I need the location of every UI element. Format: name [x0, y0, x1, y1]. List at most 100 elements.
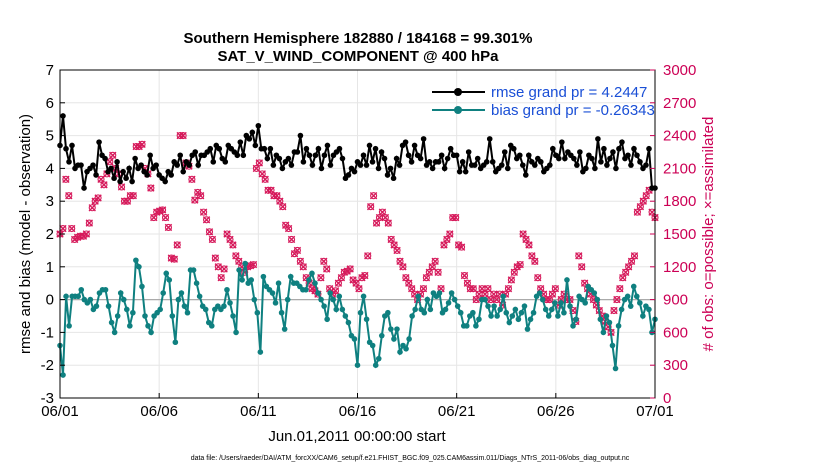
rmse-point	[375, 165, 382, 172]
obs-possible-marker	[616, 285, 624, 293]
bias-point	[184, 309, 191, 316]
bias-point	[142, 313, 148, 319]
rmse-point	[646, 145, 652, 152]
obs-marker	[578, 263, 586, 271]
bias-point	[582, 300, 588, 306]
obs-possible-marker	[317, 274, 325, 282]
obs-possible-marker	[323, 265, 331, 273]
obs-possible-marker	[331, 287, 340, 295]
rmse-point	[604, 162, 610, 168]
obs-assimilated-marker	[65, 192, 73, 200]
obs-possible-marker	[434, 268, 442, 276]
obs-possible-marker	[293, 246, 301, 254]
obs-marker	[129, 192, 137, 200]
obs-marker	[211, 254, 220, 262]
rmse-point	[598, 159, 604, 165]
rmse-point	[114, 159, 120, 165]
obs-possible-marker	[200, 208, 208, 216]
bias-point	[640, 313, 646, 319]
bias-point	[527, 316, 534, 323]
obs-possible-marker	[65, 192, 73, 200]
obs-possible-marker	[285, 224, 293, 233]
rmse-point	[180, 168, 187, 175]
obs-possible-marker	[249, 261, 257, 269]
obs-marker	[320, 257, 328, 266]
rmse-point	[559, 139, 565, 145]
obs-assimilated-marker	[100, 181, 108, 189]
obs-possible-marker	[118, 183, 126, 191]
obs-marker	[516, 260, 524, 269]
obs-possible-marker	[364, 252, 372, 260]
bias-point	[230, 313, 236, 319]
obs-possible-marker	[551, 285, 559, 293]
obs-marker	[366, 202, 375, 211]
bias-point	[391, 336, 397, 342]
rmse-point	[583, 165, 589, 172]
obs-marker	[88, 204, 96, 212]
bias-point	[548, 306, 555, 313]
bias-point	[536, 290, 543, 296]
bias-point	[606, 319, 613, 326]
obs-possible-marker	[203, 216, 211, 224]
bias-point	[403, 346, 409, 352]
obs-possible-marker	[173, 241, 181, 249]
bias-point	[251, 296, 258, 303]
rmse-point	[634, 152, 640, 159]
bias-point	[558, 300, 564, 306]
y-left-tick-label: 2	[46, 226, 54, 243]
obs-possible-marker	[100, 181, 108, 189]
bias-point	[248, 277, 255, 283]
bias-point	[509, 313, 516, 319]
obs-assimilated-marker	[504, 284, 513, 293]
obs-marker	[284, 224, 293, 233]
rmse-point	[489, 159, 496, 165]
obs-marker	[82, 230, 91, 238]
obs-possible-marker	[191, 196, 199, 204]
obs-possible-marker	[261, 175, 269, 183]
rmse-point	[303, 145, 310, 152]
bias-point	[87, 296, 94, 303]
bias-point	[175, 296, 182, 303]
bias-point	[160, 290, 167, 296]
rmse-point	[207, 145, 214, 152]
rmse-point	[516, 152, 523, 159]
rmse-point	[69, 142, 75, 149]
obs-marker	[196, 192, 205, 200]
y-right-tick-label: 2400	[663, 128, 696, 145]
obs-assimilated-marker	[369, 192, 378, 200]
rmse-point	[417, 155, 424, 162]
bias-point	[354, 362, 361, 369]
rmse-point	[619, 139, 625, 145]
obs-possible-marker	[355, 285, 363, 293]
obs-possible-marker	[516, 261, 524, 269]
bias-point	[242, 260, 248, 267]
bias-point	[93, 303, 100, 309]
rmse-point	[498, 162, 505, 168]
obs-assimilated-marker	[616, 284, 624, 293]
obs-possible-marker	[393, 246, 401, 254]
obs-possible-marker	[507, 276, 515, 284]
obs-assimilated-marker	[446, 230, 454, 238]
bias-point	[394, 326, 400, 332]
rmse-point	[643, 162, 649, 168]
obs-assimilated-marker	[484, 284, 492, 293]
bias-point	[60, 372, 66, 378]
rmse-point	[360, 152, 367, 159]
obs-marker	[208, 235, 217, 244]
bias-point	[600, 329, 607, 336]
rmse-point	[556, 155, 562, 162]
bias-point	[482, 296, 488, 303]
data-file-footnote: data file: /Users/raeder/DAI/ATM_forcXX/…	[191, 455, 630, 462]
bias-point	[409, 313, 415, 319]
rmse-point	[531, 162, 538, 168]
obs-marker	[361, 271, 369, 280]
bias-point	[372, 362, 379, 369]
obs-assimilated-marker	[117, 183, 126, 191]
obs-possible-marker	[88, 204, 96, 212]
obs-assimilated-marker	[211, 254, 220, 262]
obs-assimilated-marker	[613, 295, 621, 304]
obs-possible-marker	[320, 257, 328, 265]
bias-point	[457, 309, 464, 316]
bias-point	[442, 306, 449, 313]
obs-marker	[100, 181, 108, 189]
